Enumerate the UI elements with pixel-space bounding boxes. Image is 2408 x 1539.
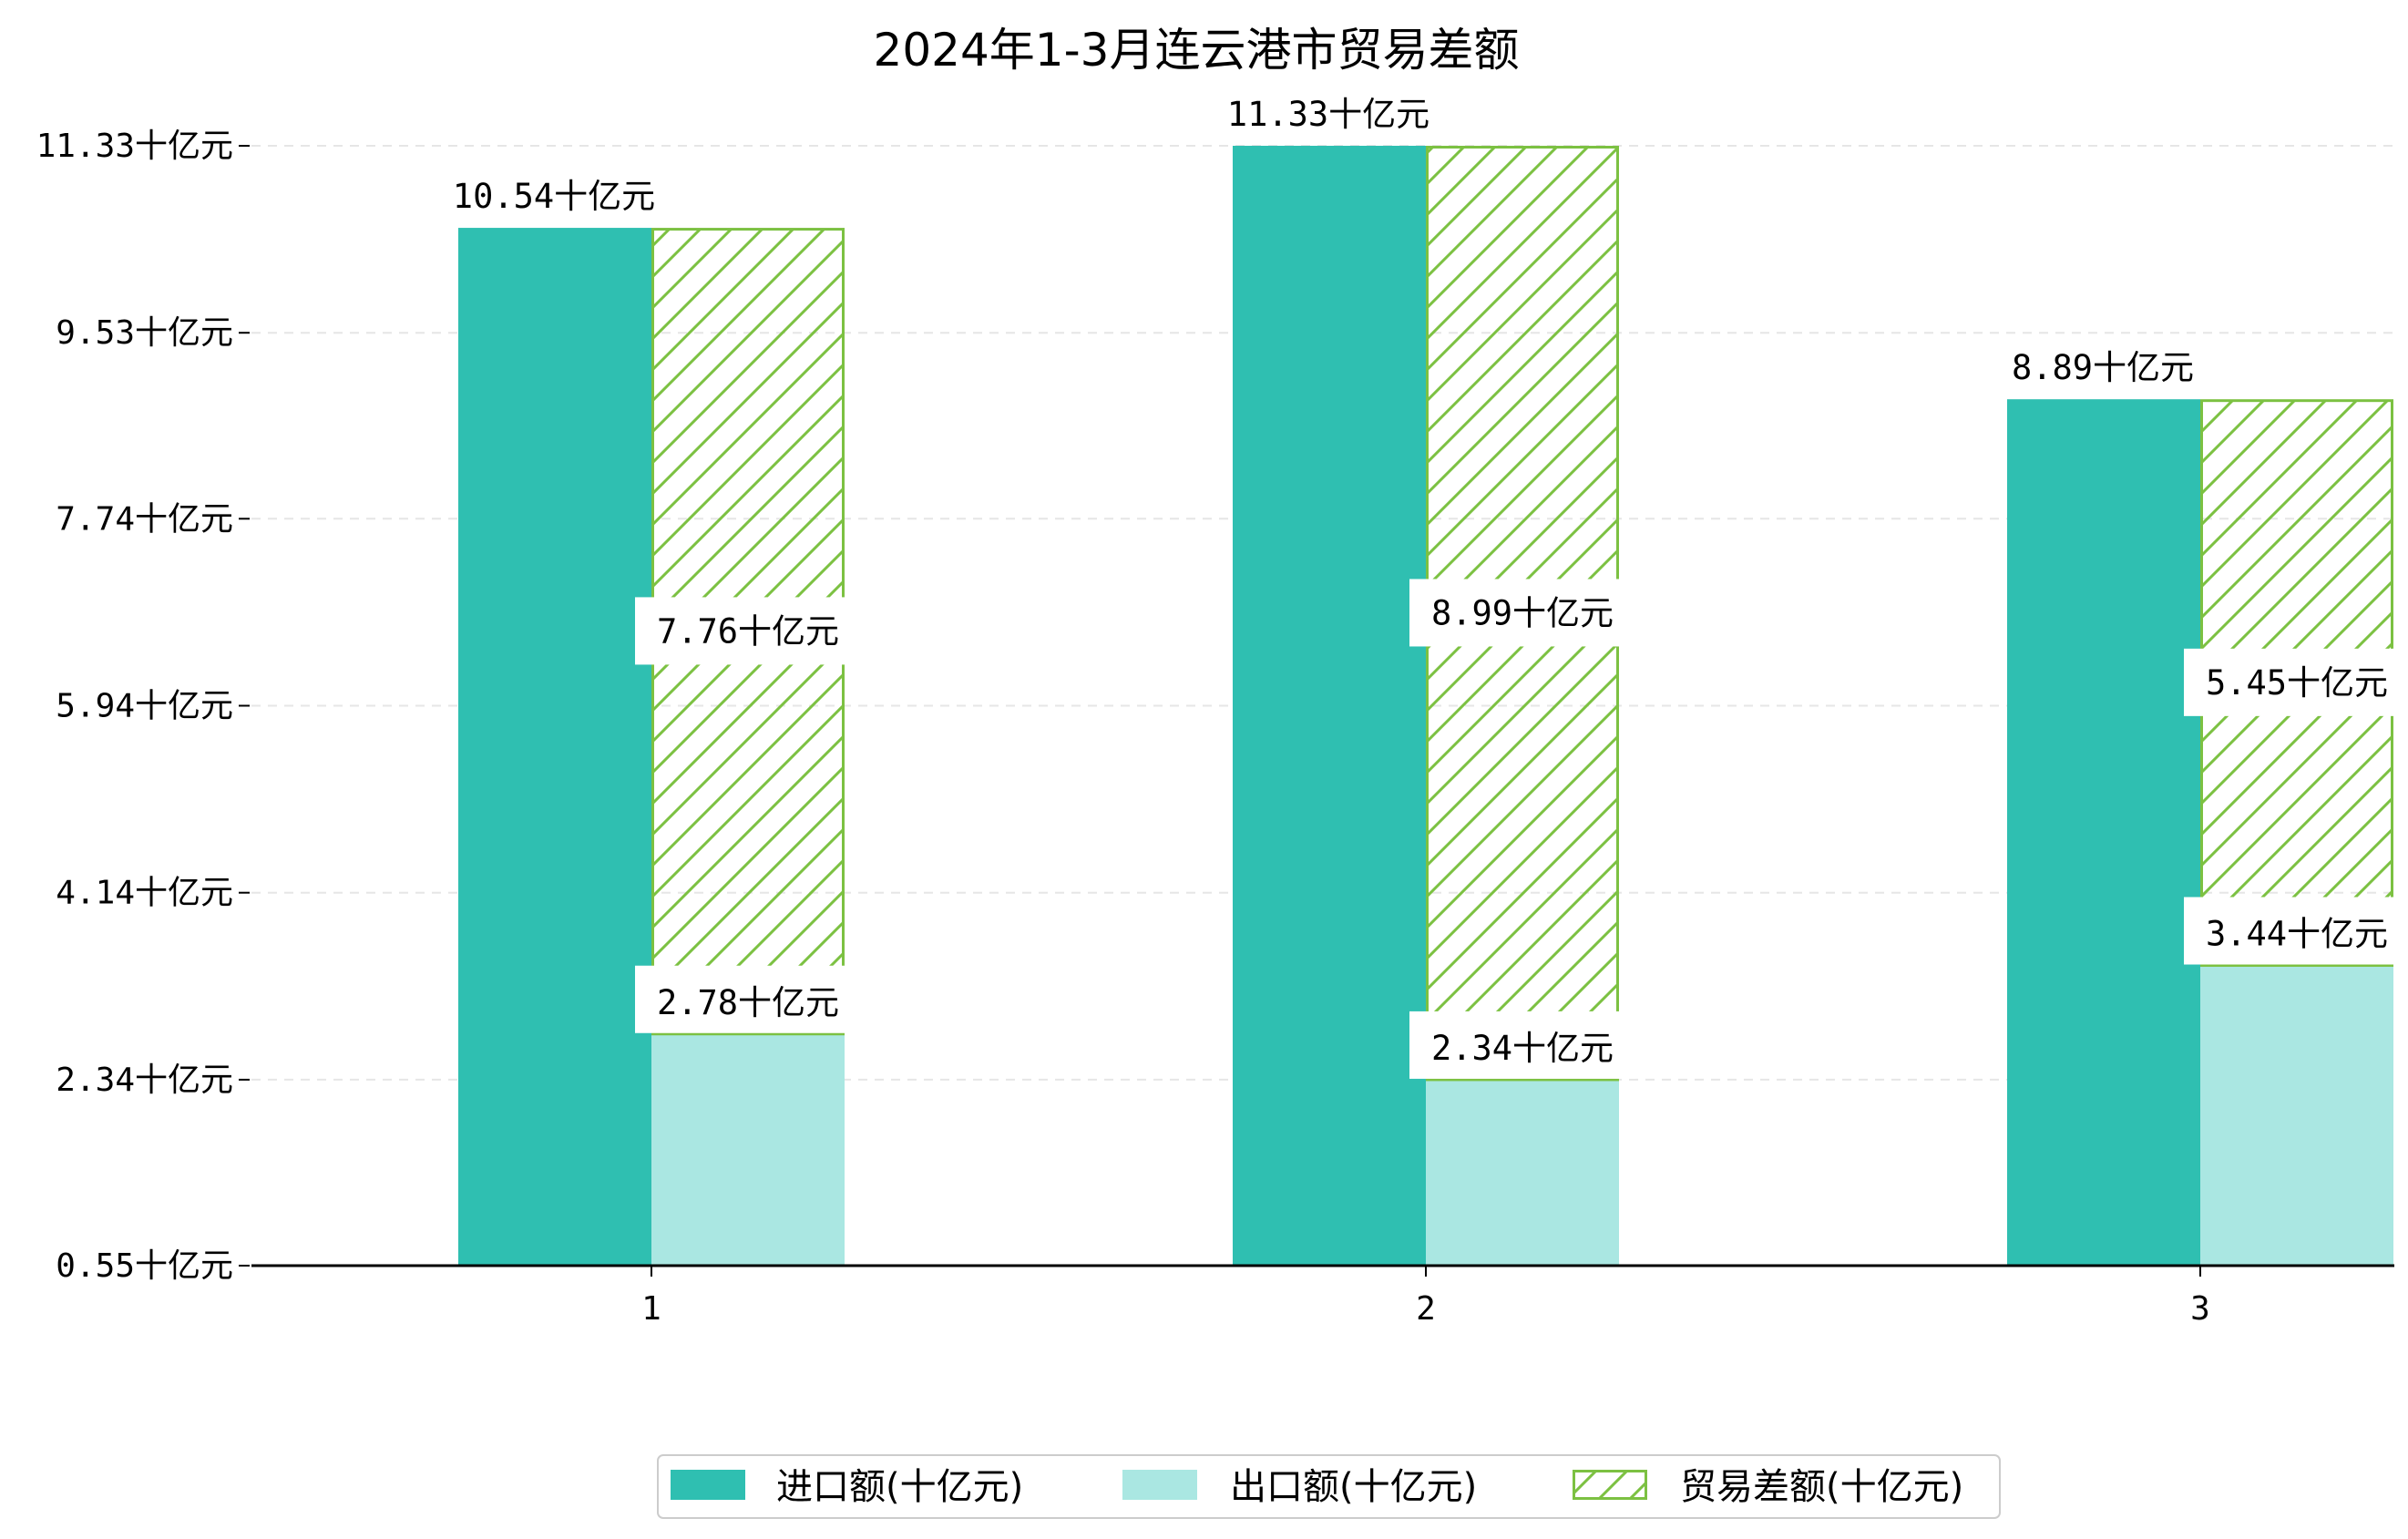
- bar-import: [458, 228, 651, 1266]
- y-tick-label: 0.55十亿元: [56, 1247, 233, 1285]
- bar-import: [1233, 146, 1426, 1266]
- y-tick-label: 2.34十亿元: [56, 1062, 233, 1099]
- chart-title: 2024年1-3月连云港市贸易差额: [874, 24, 1520, 77]
- data-label-balance: 7.76十亿元: [657, 611, 839, 651]
- legend: 进口额(十亿元) 出口额(十亿元) 贸易差额(十亿元): [657, 1454, 2001, 1519]
- legend-label: 贸易差额(十亿元): [1680, 1466, 1963, 1508]
- data-label-export-bg: [2184, 897, 2408, 965]
- data-label-export-bg: [635, 965, 861, 1033]
- bars-layer: [458, 146, 2393, 1266]
- bar-export: [1426, 1079, 1619, 1266]
- legend-swatch: [1122, 1470, 1197, 1500]
- legend-label: 进口额(十亿元): [776, 1466, 1023, 1508]
- axes-layer: 0.55十亿元 2.34十亿元 4.14十亿元 5.94十亿元 7.74十亿元 9.53十…: [36, 128, 2394, 1328]
- y-tick-label: 9.53十亿元: [56, 314, 233, 352]
- legend-swatch: [671, 1470, 745, 1500]
- data-label-import: 10.54十亿元: [453, 177, 655, 216]
- data-label-export-bg: [1409, 1011, 1635, 1079]
- x-tick-label: 1: [641, 1290, 661, 1328]
- x-tick-label: 3: [2190, 1290, 2210, 1328]
- data-label-export: 3.44十亿元: [2206, 915, 2388, 954]
- data-label-balance-bg: [635, 597, 861, 665]
- data-label-export: 2.78十亿元: [657, 983, 839, 1022]
- legend-box: [657, 1454, 2001, 1519]
- data-label-balance: 8.99十亿元: [1431, 593, 1614, 632]
- bar-import: [2007, 399, 2200, 1266]
- data-label-import: 11.33十亿元: [1227, 95, 1429, 134]
- data-label-balance-bg: [1409, 579, 1635, 647]
- y-tick-label: 7.74十亿元: [56, 500, 233, 538]
- data-label-balance: 5.45十亿元: [2206, 663, 2388, 703]
- data-label-export: 2.34十亿元: [1431, 1029, 1614, 1068]
- y-tick-label: 5.94十亿元: [56, 688, 233, 725]
- data-label-import: 8.89十亿元: [2012, 348, 2194, 387]
- legend-swatch: [1573, 1470, 1647, 1500]
- legend-label: 出口额(十亿元): [1230, 1466, 1477, 1508]
- data-labels-layer: 10.54十亿元 2.78十亿元 7.76十亿元 11.33十亿元 2.34十亿元 8.9…: [453, 95, 2408, 1079]
- y-tick-label: 11.33十亿元: [36, 128, 233, 165]
- x-tick-label: 2: [1416, 1290, 1436, 1328]
- data-label-balance-bg: [2184, 648, 2408, 716]
- y-tick-label: 4.14十亿元: [56, 875, 233, 912]
- bar-export: [651, 1033, 845, 1266]
- bar-export: [2200, 965, 2393, 1266]
